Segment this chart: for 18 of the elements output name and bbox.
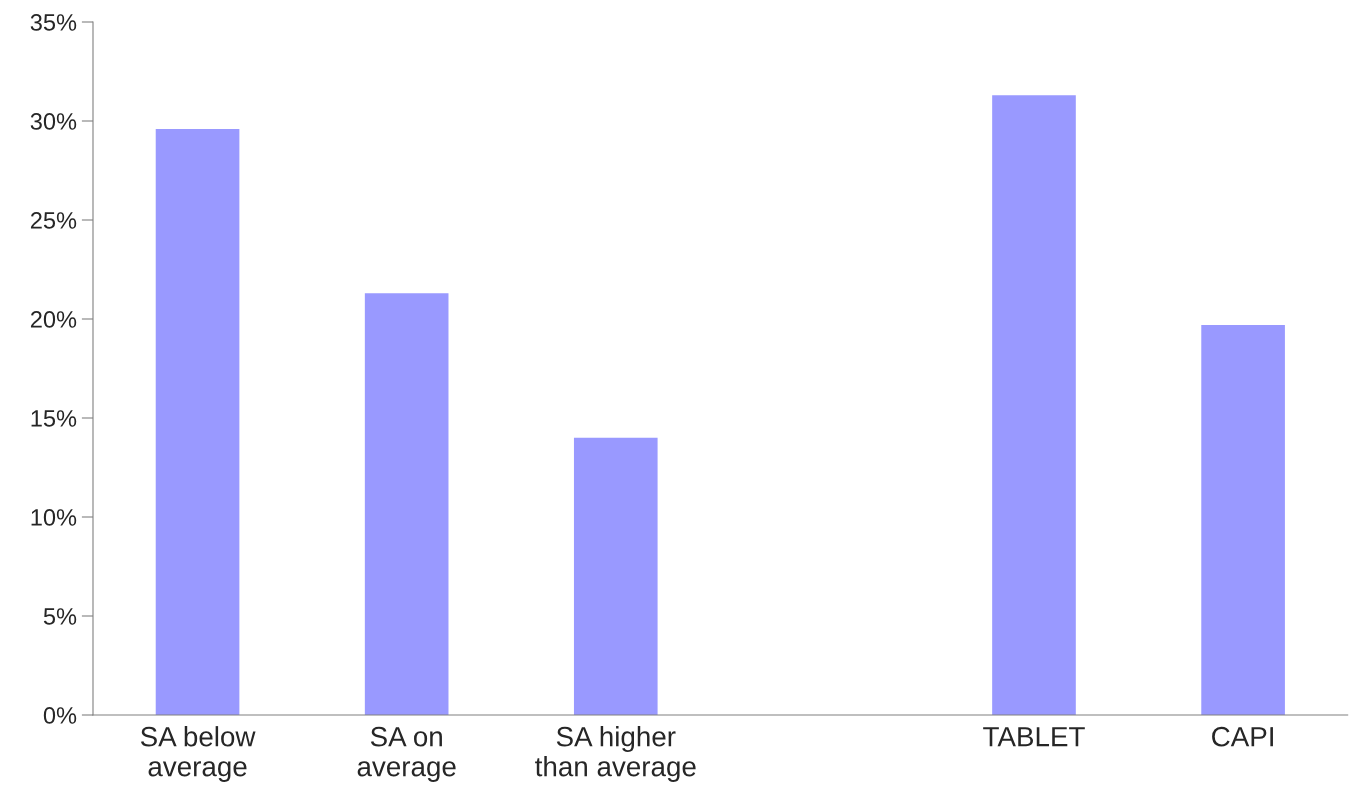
x-tick-label: SA on average: [357, 726, 456, 782]
y-tick-label: 25%: [30, 212, 77, 229]
y-tick-label: 5%: [43, 608, 77, 625]
x-tick-label: SA below average: [140, 726, 256, 782]
y-tick-label: 0%: [43, 707, 77, 724]
bar: [1201, 324, 1285, 715]
y-tick-label: 10%: [31, 509, 77, 526]
y-tick-label: 30%: [30, 113, 77, 130]
y-tick-label: 20%: [30, 311, 77, 328]
x-tick-label: SA higher than average: [535, 726, 696, 782]
bar: [573, 437, 658, 715]
y-tick-label: 35%: [30, 14, 77, 31]
x-tick-label: CAPI: [1212, 726, 1273, 747]
bar: [364, 293, 449, 715]
y-tick-label: 15%: [31, 410, 77, 427]
x-tick-label: TABLET: [983, 727, 1085, 747]
bar: [992, 95, 1076, 715]
bar: [155, 128, 240, 715]
